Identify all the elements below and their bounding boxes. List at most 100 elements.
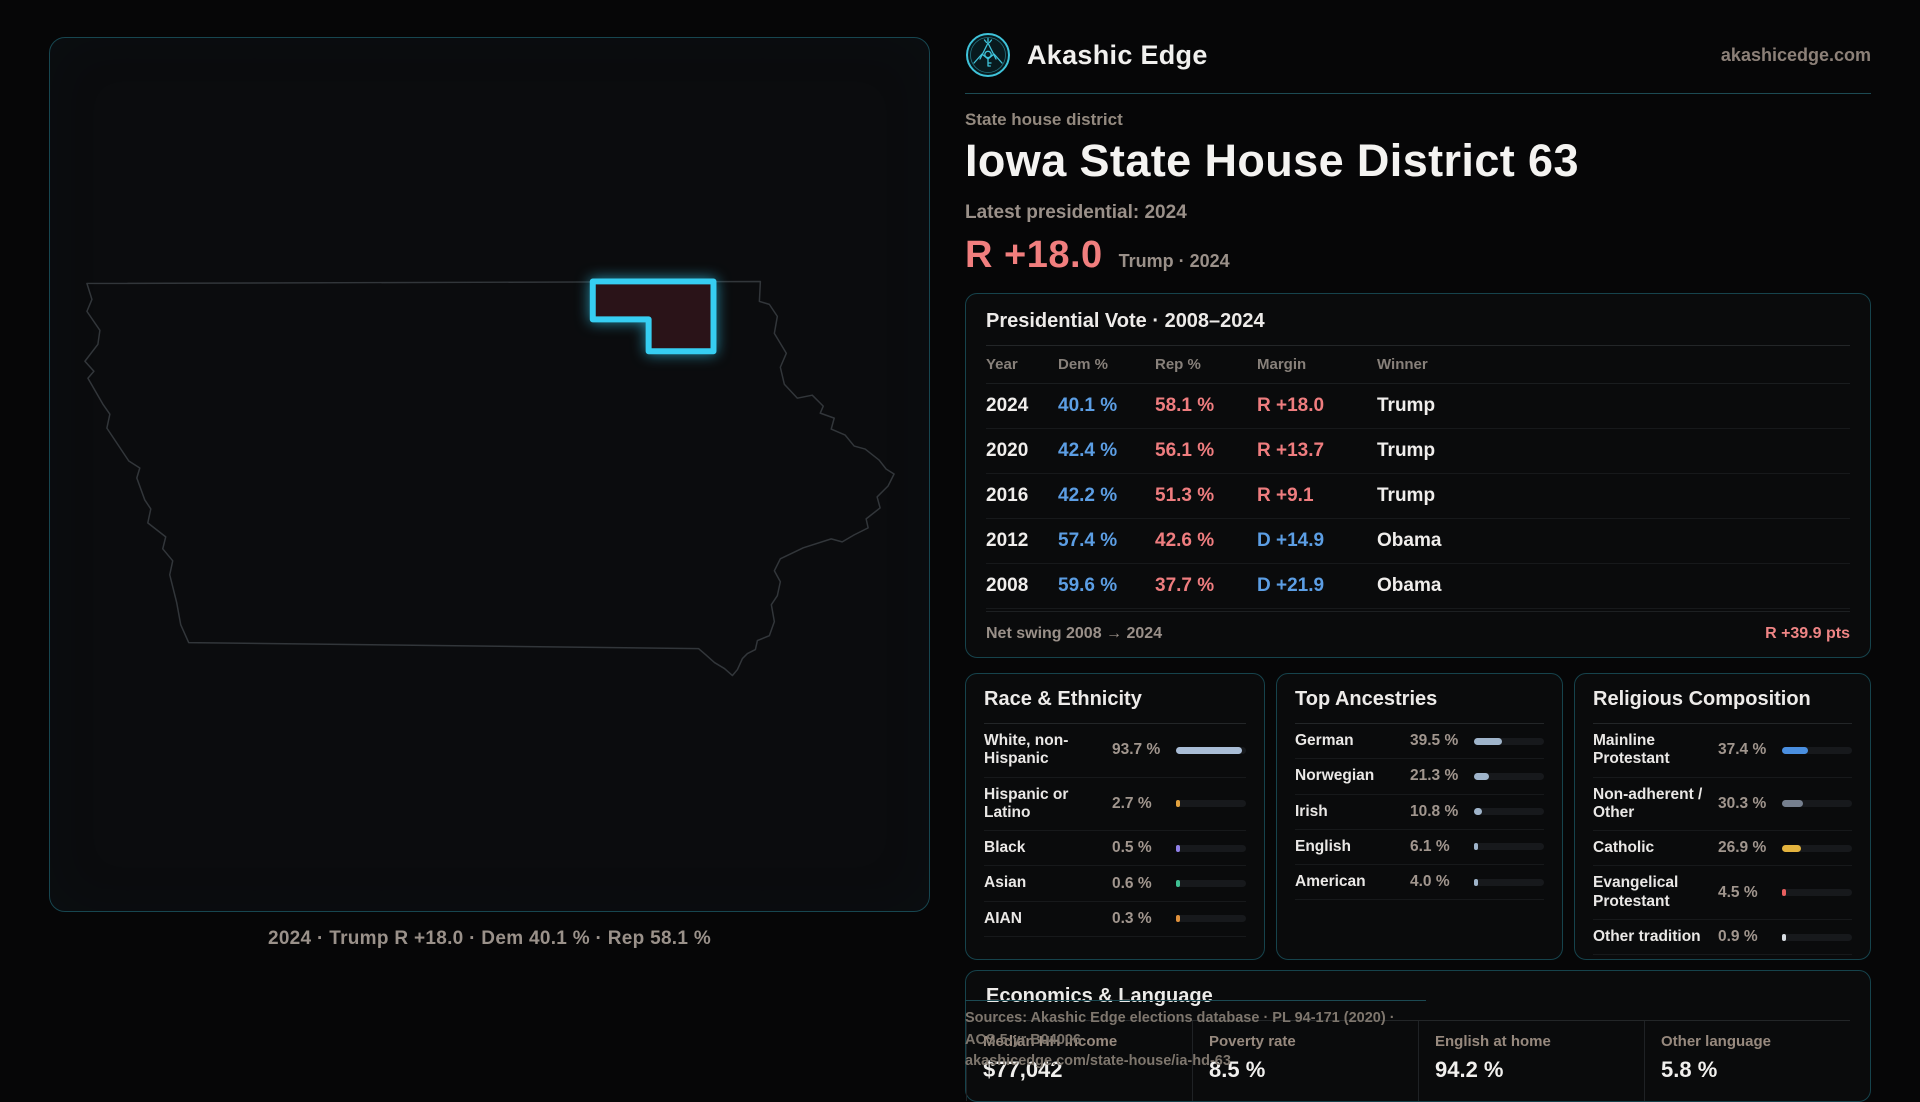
stat-row: Black 0.5 % [984, 831, 1246, 867]
ancestry-rows: German 39.5 % Norwegian 21.3 % Irish 10.… [1295, 724, 1544, 901]
stat-label: Evangelical Protestant [1593, 874, 1679, 910]
stat-bar-fill [1474, 843, 1478, 851]
table-row: 2024 40.1 % 58.1 % R +18.0 Trump [986, 384, 1850, 429]
margin-value: R +18.0 [965, 234, 1103, 276]
iowa-outline [84, 280, 895, 677]
stat-label: Other tradition [1593, 927, 1701, 945]
cell-dem-pct: 42.2 % [1058, 485, 1118, 506]
presidential-vote-panel: Presidential Vote · 2008–2024 Year Dem %… [965, 293, 1871, 658]
content-column: Akashic Edge akashicedge.com State house… [965, 30, 1871, 1102]
stat-label: Irish [1295, 802, 1328, 820]
economics-stats: Median HH income $77,042 Poverty rate 8.… [966, 1021, 1870, 1102]
cell-year: 2016 [986, 485, 1029, 506]
map-caption: 2024 · Trump R +18.0 · Dem 40.1 % · Rep … [267, 928, 712, 949]
table-row: 2008 59.6 % 37.7 % D +21.9 Obama [986, 564, 1850, 609]
ancestries-panel-title: Top Ancestries [1295, 688, 1544, 724]
cell-year: 2020 [986, 440, 1029, 461]
table-row: 2020 42.4 % 56.1 % R +13.7 Trump [986, 429, 1850, 474]
economics-panel: Economics & Language Median HH income $7… [965, 970, 1871, 1102]
stat-row: Mainline Protestant 37.4 % [1593, 724, 1852, 778]
ancestries-panel: Top Ancestries German 39.5 % Norwegian 2… [1276, 673, 1563, 961]
stat-row: Evangelical Protestant 4.5 % [1593, 866, 1852, 920]
religion-panel-title: Religious Composition [1593, 688, 1852, 724]
cell-rep-pct: 42.6 % [1155, 530, 1215, 551]
stat-bar [1782, 800, 1852, 808]
page-title: Iowa State House District 63 [965, 135, 1579, 186]
stat-value: 0.3 % [1112, 909, 1152, 927]
stat-label: American [1295, 873, 1366, 891]
stat-bar [1176, 915, 1246, 923]
stat-label: White, non-Hispanic [984, 732, 1069, 768]
stat-bar [1176, 746, 1246, 754]
stat-row: Other tradition 0.9 % [1593, 920, 1852, 956]
stat-bar-fill [1782, 746, 1808, 754]
cell-rep-pct: 58.1 % [1155, 395, 1215, 416]
cell-dem-pct: 57.4 % [1058, 530, 1118, 551]
table-body: 2024 40.1 % 58.1 % R +18.0 Trump 2020 42… [986, 384, 1850, 609]
stat-bar [1474, 772, 1544, 780]
cell-margin: R +13.7 [1257, 440, 1325, 461]
cell-year: 2008 [986, 575, 1029, 596]
cell-dem-pct: 42.4 % [1058, 440, 1118, 461]
site-domain: akashicedge.com [1720, 44, 1871, 65]
stat-label: Black [984, 839, 1026, 857]
stat-label: Asian [984, 874, 1027, 892]
stat-bar [1474, 878, 1544, 886]
stat-value: 0.5 % [1112, 839, 1152, 857]
akashic-edge-logo-icon [966, 33, 1010, 77]
stat-row: White, non-Hispanic 93.7 % [984, 724, 1246, 778]
stat-bar-fill [1176, 844, 1180, 852]
headline-margin: R +18.0 Trump · 2024 [965, 234, 1871, 277]
stat-bar [1782, 889, 1852, 897]
economics-panel-title: Economics & Language [986, 985, 1850, 1022]
stat-bar [1474, 808, 1544, 816]
stat-bar [1782, 844, 1852, 852]
stat-bar [1474, 843, 1544, 851]
stat-bar [1176, 880, 1246, 888]
stat-bar-fill [1176, 915, 1180, 923]
cell-dem-pct: 40.1 % [1058, 395, 1118, 416]
stat-bar-fill [1474, 772, 1489, 780]
stat-label: Hispanic or Latino [984, 785, 1069, 821]
cell-margin: D +14.9 [1257, 530, 1325, 551]
stat-row: Non-adherent / Other 30.3 % [1593, 778, 1852, 832]
stat-value: 30.3 % [1718, 794, 1767, 812]
stat-value: 10.8 % [1410, 802, 1459, 820]
stat-bar [1782, 933, 1852, 941]
stat-value: 4.0 % [1410, 873, 1450, 891]
stat-label: Non-adherent / Other [1593, 785, 1703, 821]
cell-rep-pct: 37.7 % [1155, 575, 1215, 596]
race-rows: White, non-Hispanic 93.7 % Hispanic or L… [984, 724, 1246, 937]
stat-label: English at home [1435, 1033, 1551, 1051]
stat-value: 2.7 % [1112, 794, 1152, 812]
col-winner: Winner [1377, 356, 1428, 373]
stat-label: English [1295, 837, 1351, 855]
stat-bar-fill [1176, 746, 1242, 754]
district-shape [589, 278, 717, 355]
stat-row: AIAN 0.3 % [984, 902, 1246, 937]
stat-bar [1176, 800, 1246, 808]
net-swing-row: Net swing 2008 → 2024 R +39.9 pts [986, 611, 1850, 643]
cell-rep-pct: 56.1 % [1155, 440, 1215, 461]
col-year: Year [986, 356, 1018, 373]
demographics-row: Race & Ethnicity White, non-Hispanic 93.… [965, 673, 1871, 961]
stat-row: Irish 10.8 % [1295, 795, 1544, 830]
cell-winner: Trump [1377, 485, 1436, 506]
stat-value: 93.7 % [1112, 741, 1161, 759]
stat-row: German 39.5 % [1295, 724, 1544, 760]
site-header: Akashic Edge akashicedge.com [965, 30, 1871, 94]
brand-name: Akashic Edge [1027, 39, 1208, 70]
stat-bar-fill [1474, 878, 1478, 886]
stat-value: 5.8 % [1661, 1057, 1718, 1083]
cell-dem-pct: 59.6 % [1058, 575, 1118, 596]
stat-label: Median HH income [983, 1033, 1118, 1051]
stat-label: Norwegian [1295, 767, 1375, 785]
stat-value: 39.5 % [1410, 732, 1459, 750]
presidential-panel-title: Presidential Vote · 2008–2024 [986, 310, 1850, 346]
cell-rep-pct: 51.3 % [1155, 485, 1215, 506]
stat-bar-fill [1474, 808, 1482, 816]
economic-stat: Median HH income $77,042 [966, 1021, 1192, 1102]
col-dem: Dem % [1058, 356, 1109, 373]
stat-value: 6.1 % [1410, 837, 1450, 855]
economic-stat: English at home 94.2 % [1418, 1021, 1644, 1102]
